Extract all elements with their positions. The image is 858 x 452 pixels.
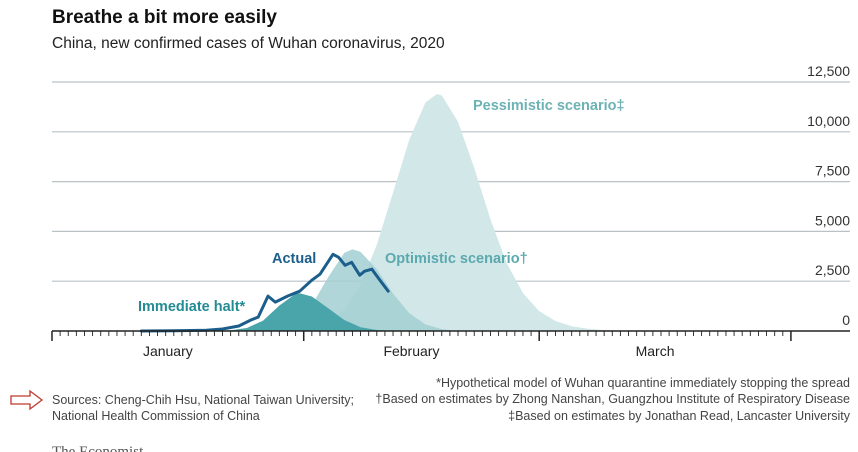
footnote-3: ‡Based on estimates by Jonathan Read, La… [508, 409, 851, 423]
series-lines [139, 252, 390, 333]
month-label: March [636, 343, 675, 359]
y-tick-label: 2,500 [815, 262, 850, 278]
y-tick-label: 10,000 [807, 113, 850, 129]
chart-subtitle: China, new confirmed cases of Wuhan coro… [52, 35, 445, 52]
y-axis-labels: 0 2,500 5,000 7,500 10,000 12,500 [807, 63, 850, 328]
series-areas [141, 94, 670, 331]
area-pessimistic-scenario [263, 94, 670, 331]
x-axis-labels: January February March [143, 343, 675, 359]
label-immediate-halt: Immediate halt* [138, 299, 246, 315]
area-immediate-halt [141, 293, 394, 331]
arrow-icon [10, 389, 44, 411]
label-actual: Actual [272, 251, 316, 267]
footnote-2: †Based on estimates by Zhong Nanshan, Gu… [375, 392, 850, 406]
chart-title: Breathe a bit more easily [52, 7, 277, 28]
label-pessimistic: Pessimistic scenario‡ [473, 98, 625, 114]
line-actual [139, 252, 390, 333]
month-label: February [383, 343, 439, 359]
y-tick-label: 5,000 [815, 212, 850, 228]
month-label: January [143, 343, 193, 359]
footnote-1: *Hypothetical model of Wuhan quarantine … [436, 376, 850, 390]
label-optimistic: Optimistic scenario† [385, 251, 528, 267]
y-tick-label: 7,500 [815, 163, 850, 179]
brand-logo: The Economist [52, 444, 144, 452]
x-axis [51, 330, 850, 341]
y-tick-label: 12,500 [807, 63, 850, 79]
sources-line-1: Sources: Cheng-Chih Hsu, National Taiwan… [52, 393, 354, 407]
y-tick-label: 0 [842, 312, 850, 328]
sources-line-2: National Health Commission of China [52, 409, 260, 423]
